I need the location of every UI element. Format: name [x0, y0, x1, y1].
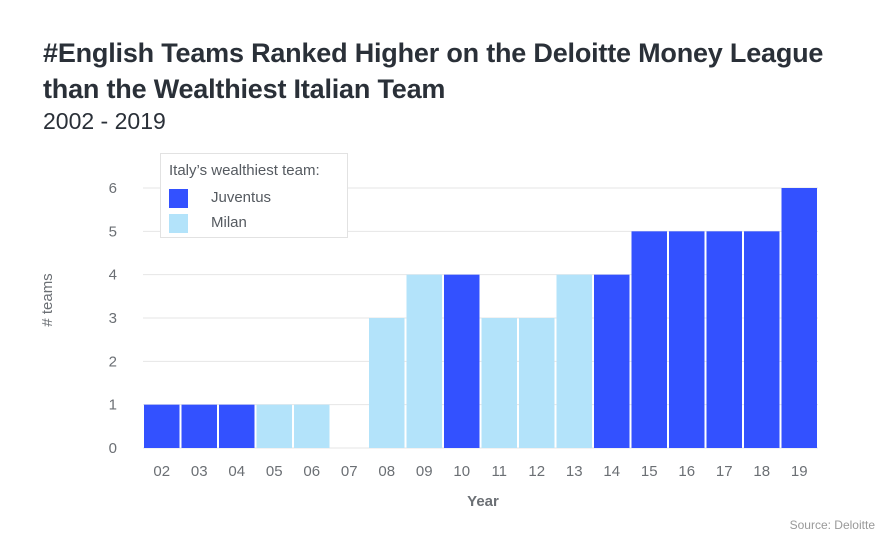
legend-swatch-milan	[169, 214, 188, 233]
gridlines	[143, 187, 818, 449]
x-axis-ticks: 02 03 04 05 06 07 08 09 10 11 12 13 14 15 16 17 18 19	[153, 463, 807, 480]
x-tick-label: 13	[566, 463, 583, 480]
bar-15	[631, 231, 667, 448]
bar-13	[556, 274, 592, 448]
y-tick-label: 3	[109, 310, 117, 327]
y-tick-label: 6	[109, 180, 117, 197]
legend-label-juventus: Juventus	[211, 189, 272, 206]
bar-19	[781, 188, 817, 448]
legend-title: Italy’s wealthiest team:	[169, 162, 320, 179]
bars	[144, 188, 817, 448]
bar-16	[669, 231, 705, 448]
bar-03	[181, 404, 217, 448]
bar-06	[294, 404, 330, 448]
x-tick-label: 17	[716, 463, 733, 480]
x-tick-label: 16	[678, 463, 695, 480]
y-tick-label: 4	[109, 267, 117, 284]
bar-09	[406, 274, 442, 448]
y-axis-ticks: 0 1 2 3 4 5 6	[109, 180, 117, 457]
x-tick-label: 08	[378, 463, 395, 480]
bar-08	[369, 318, 405, 448]
bar-17	[706, 231, 742, 448]
x-tick-label: 07	[341, 463, 358, 480]
x-tick-label: 19	[791, 463, 808, 480]
legend: Italy’s wealthiest team: Juventus Milan	[160, 153, 348, 238]
x-tick-label: 04	[228, 463, 245, 480]
x-tick-label: 10	[453, 463, 470, 480]
bar-11	[481, 318, 517, 448]
y-tick-label: 5	[109, 223, 117, 240]
legend-label-milan: Milan	[211, 214, 247, 231]
bar-05	[256, 404, 292, 448]
bar-12	[519, 318, 555, 448]
bar-18	[744, 231, 780, 448]
chart-title: #English Teams Ranked Higher on the Delo…	[43, 38, 824, 104]
x-tick-label: 02	[153, 463, 170, 480]
bar-10	[444, 274, 480, 448]
bar-04	[219, 404, 255, 448]
x-tick-label: 05	[266, 463, 283, 480]
y-tick-label: 1	[109, 397, 117, 414]
x-tick-label: 14	[603, 463, 620, 480]
x-tick-label: 09	[416, 463, 433, 480]
bar-02	[144, 404, 180, 448]
x-axis-label: Year	[467, 493, 499, 510]
x-tick-label: 12	[528, 463, 545, 480]
x-tick-label: 15	[641, 463, 658, 480]
x-tick-label: 18	[753, 463, 770, 480]
x-tick-label: 06	[303, 463, 320, 480]
x-tick-label: 03	[191, 463, 208, 480]
y-tick-label: 2	[109, 353, 117, 370]
y-axis-label: # teams	[39, 273, 56, 326]
legend-swatch-juventus	[169, 189, 188, 208]
source-note: Source: Deloitte	[789, 518, 875, 532]
y-tick-label: 0	[109, 440, 117, 457]
chart-subtitle: 2002 - 2019	[43, 108, 166, 134]
x-tick-label: 11	[491, 463, 507, 480]
bar-14	[594, 274, 630, 448]
